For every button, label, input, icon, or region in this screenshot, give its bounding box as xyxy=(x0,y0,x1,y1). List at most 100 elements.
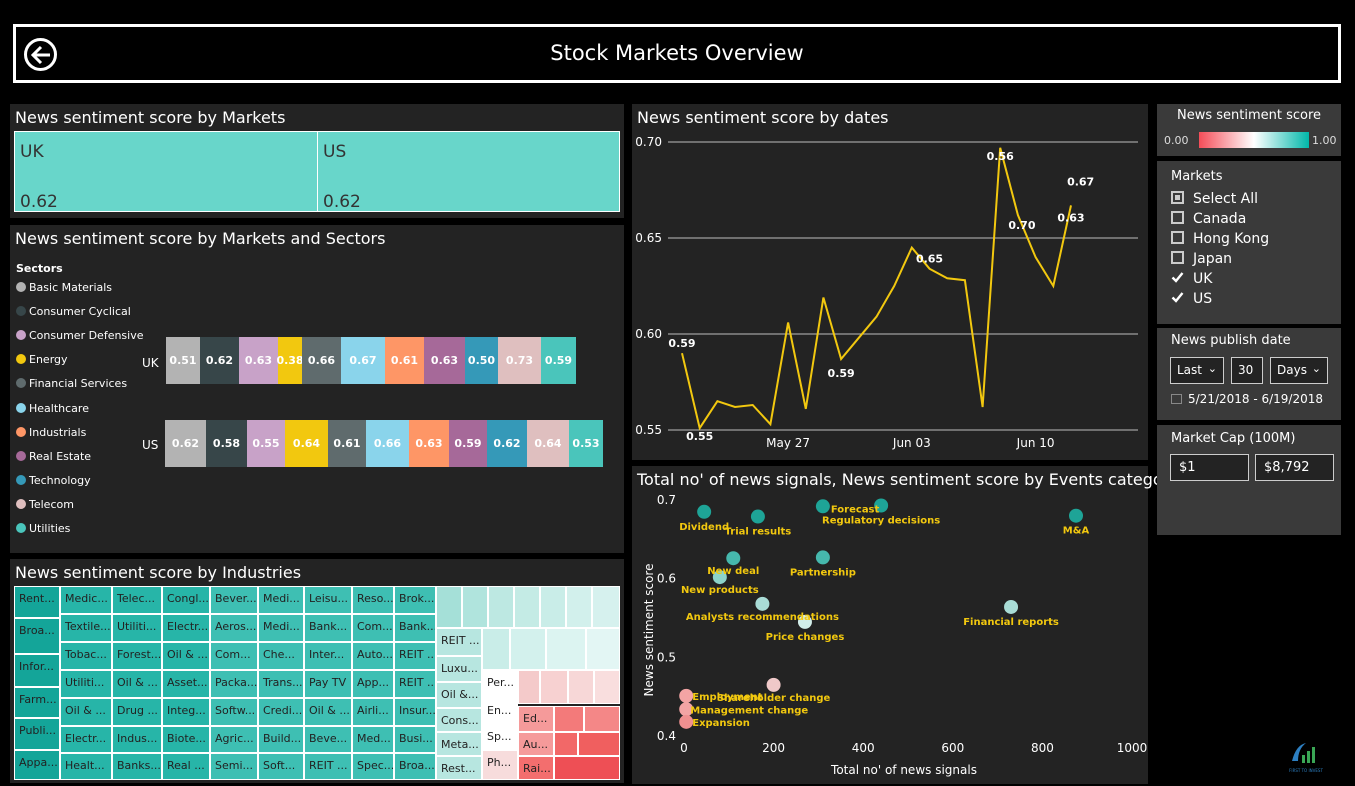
sector-bar-uk[interactable]: 0.73 xyxy=(498,337,541,384)
sector-bar-us[interactable]: 0.66 xyxy=(366,420,409,467)
marketcap-max-input[interactable]: $8,792 xyxy=(1255,454,1334,481)
treemap-cell[interactable]: Bank... xyxy=(304,614,352,642)
treemap-cell[interactable]: Au... xyxy=(518,732,554,756)
scatter-point[interactable] xyxy=(815,550,830,565)
checkbox-icon[interactable] xyxy=(1171,291,1184,304)
treemap-cell[interactable]: Leisu... xyxy=(304,586,352,614)
treemap-cell[interactable]: Asset... xyxy=(162,670,210,698)
treemap-cell[interactable]: Electr... xyxy=(60,726,112,753)
checkbox-icon[interactable] xyxy=(1171,211,1184,224)
treemap-cell[interactable]: Trans... xyxy=(258,670,304,698)
treemap-cell[interactable]: Spec... xyxy=(352,753,394,780)
treemap-cell[interactable] xyxy=(568,670,594,704)
treemap-cell[interactable]: Oil & ... xyxy=(112,670,162,698)
treemap-cell[interactable]: Publi... xyxy=(14,718,60,750)
treemap-cell[interactable]: Utiliti... xyxy=(112,614,162,642)
treemap-cell[interactable] xyxy=(546,628,586,670)
scatter-point[interactable] xyxy=(766,677,781,692)
sector-bar-uk[interactable]: 0.63 xyxy=(239,337,278,384)
legend-item[interactable]: Consumer Defensive xyxy=(16,329,144,342)
treemap-cell[interactable]: Indus... xyxy=(112,726,162,753)
market-option[interactable]: UK xyxy=(1171,271,1212,287)
scatter-point[interactable] xyxy=(726,551,741,566)
treemap-cell[interactable]: Brok... xyxy=(394,586,436,614)
treemap-cell[interactable]: Tobac... xyxy=(60,642,112,670)
treemap-cell[interactable] xyxy=(584,706,620,732)
treemap-cell[interactable]: En... xyxy=(482,698,518,724)
sector-bar-uk[interactable]: 0.63 xyxy=(424,337,465,384)
treemap-cell[interactable]: REIT ... xyxy=(304,753,352,780)
treemap-cell[interactable] xyxy=(554,706,584,732)
treemap-cell[interactable] xyxy=(518,670,540,704)
scatter-point[interactable] xyxy=(815,499,830,514)
treemap-cell[interactable]: App... xyxy=(352,670,394,698)
treemap-cell[interactable]: Inter... xyxy=(304,642,352,670)
treemap-cell[interactable] xyxy=(566,586,592,628)
treemap-cell[interactable] xyxy=(462,586,488,628)
treemap-cell[interactable]: Oil & ... xyxy=(304,698,352,726)
treemap-cell[interactable]: REIT ... xyxy=(436,628,482,656)
treemap-cell[interactable]: Luxu... xyxy=(436,656,482,682)
treemap-cell[interactable]: REIT ... xyxy=(394,642,436,670)
scatter-point[interactable] xyxy=(755,596,770,611)
scatter-point[interactable] xyxy=(797,614,812,629)
calendar-icon[interactable] xyxy=(1171,394,1182,404)
legend-item[interactable]: Utilities xyxy=(16,522,70,535)
treemap-cell[interactable]: Med... xyxy=(352,726,394,753)
treemap-cell[interactable]: Aeros... xyxy=(210,614,258,642)
treemap-cell[interactable]: Agric... xyxy=(210,726,258,753)
treemap-cell[interactable]: Oil & ... xyxy=(162,642,210,670)
treemap-cell[interactable]: Airli... xyxy=(352,698,394,726)
market-option[interactable]: Hong Kong xyxy=(1171,231,1269,247)
sector-bar-uk[interactable]: 0.61 xyxy=(385,337,424,384)
treemap-cell[interactable]: Packa... xyxy=(210,670,258,698)
treemap-cell[interactable] xyxy=(514,586,540,628)
treemap-cell[interactable]: Farm... xyxy=(14,687,60,718)
scatter-point[interactable] xyxy=(679,688,694,703)
treemap-cell[interactable] xyxy=(592,586,620,628)
sector-bar-uk[interactable]: 0.38 xyxy=(276,337,304,384)
treemap-cell[interactable]: Appa... xyxy=(14,750,60,780)
market-option[interactable]: Select All xyxy=(1171,191,1258,207)
sector-bar-uk[interactable]: 0.67 xyxy=(341,337,385,384)
legend-item[interactable]: Technology xyxy=(16,474,91,487)
legend-item[interactable]: Consumer Cyclical xyxy=(16,305,131,318)
treemap-cell[interactable]: Medi... xyxy=(258,614,304,642)
market-option[interactable]: Canada xyxy=(1171,211,1246,227)
treemap-cell[interactable]: Rest... xyxy=(436,756,482,780)
treemap-cell[interactable] xyxy=(540,670,568,704)
market-option[interactable]: US xyxy=(1171,291,1212,307)
treemap-cell[interactable]: Bank... xyxy=(394,614,436,642)
treemap-cell[interactable]: Che... xyxy=(258,642,304,670)
sector-bar-us[interactable]: 0.58 xyxy=(206,420,247,467)
treemap-cell[interactable]: Soft... xyxy=(258,753,304,780)
treemap-cell[interactable] xyxy=(594,670,620,704)
scatter-point[interactable] xyxy=(874,498,889,513)
treemap-cell[interactable]: Ph... xyxy=(482,750,518,780)
legend-item[interactable]: Industrials xyxy=(16,426,86,439)
treemap-cell[interactable] xyxy=(554,756,620,780)
treemap-cell[interactable]: Medi... xyxy=(258,586,304,614)
sector-bar-us[interactable]: 0.62 xyxy=(165,420,206,467)
legend-item[interactable]: Real Estate xyxy=(16,450,91,463)
legend-item[interactable]: Telecom xyxy=(16,498,74,511)
treemap-cell[interactable]: Ed... xyxy=(518,706,554,732)
sector-bar-us[interactable]: 0.61 xyxy=(328,420,366,467)
treemap-cell[interactable]: REIT ... xyxy=(394,670,436,698)
treemap-cell[interactable]: Textile... xyxy=(60,614,112,642)
treemap-cell[interactable]: Meta... xyxy=(436,732,482,756)
treemap-cell[interactable]: Medic... xyxy=(60,586,112,614)
checkbox-icon[interactable] xyxy=(1171,191,1184,204)
treemap-cell[interactable]: Pay TV xyxy=(304,670,352,698)
treemap-cell[interactable]: Semi... xyxy=(210,753,258,780)
sector-bar-us[interactable]: 0.55 xyxy=(247,420,285,467)
treemap-cell[interactable]: Softw... xyxy=(210,698,258,726)
market-option[interactable]: Japan xyxy=(1171,251,1232,267)
unit-dropdown[interactable]: Days ⌄ xyxy=(1270,357,1328,384)
period-dropdown[interactable]: Last ⌄ xyxy=(1170,357,1224,384)
treemap-cell[interactable]: Oil &... xyxy=(436,682,482,708)
treemap-cell[interactable]: Auto... xyxy=(352,642,394,670)
sector-bar-us[interactable]: 0.53 xyxy=(569,420,603,467)
treemap-cell[interactable]: Rai... xyxy=(518,756,554,780)
treemap-cell[interactable]: Insur... xyxy=(394,698,436,726)
